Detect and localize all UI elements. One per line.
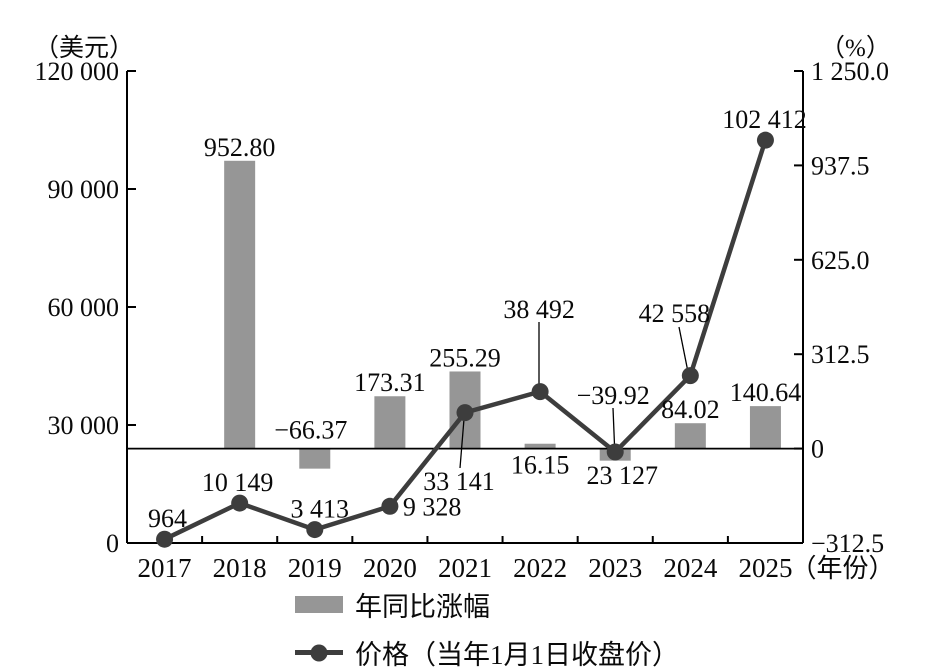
right-axis-tick-label: 937.5 bbox=[811, 151, 870, 180]
point-value-label-2022: 38 492 bbox=[503, 295, 575, 324]
legend-line-label: 价格（当年1月1日收盘价） bbox=[355, 640, 679, 670]
point-value-label-2021: 33 141 bbox=[423, 467, 495, 496]
price-point-2018 bbox=[231, 494, 249, 512]
bar-2018 bbox=[224, 160, 256, 449]
bar-value-label-2020: 173.31 bbox=[354, 368, 426, 397]
left-axis-unit-label: （美元） bbox=[34, 35, 135, 62]
left-axis-tick-label: 90 000 bbox=[48, 175, 120, 204]
right-axis-unit-label: （%） bbox=[820, 35, 891, 62]
price-point-2022 bbox=[531, 383, 549, 401]
bar-2022 bbox=[524, 443, 556, 449]
bar-2019 bbox=[299, 448, 331, 469]
right-axis-tick-label: −312.5 bbox=[811, 529, 884, 558]
bar-value-label-2023: −39.92 bbox=[577, 381, 650, 410]
bar-value-label-2019: −66.37 bbox=[274, 416, 347, 445]
price-point-2020 bbox=[381, 497, 399, 515]
x-axis-label-2022: 2022 bbox=[513, 553, 567, 583]
price-point-2024 bbox=[681, 367, 699, 385]
right-axis-tick-label: 625.0 bbox=[811, 246, 870, 275]
legend-line-swatch bbox=[295, 644, 343, 661]
x-axis-label-2023: 2023 bbox=[588, 553, 642, 583]
point-value-label-2019: 3 413 bbox=[291, 495, 350, 524]
legend-bar-swatch bbox=[295, 596, 343, 613]
point-value-label-2023: 23 127 bbox=[586, 461, 658, 490]
bar-value-label-2018: 952.80 bbox=[204, 133, 276, 162]
bar-label-leader bbox=[612, 407, 616, 446]
bar-2025 bbox=[749, 406, 781, 449]
x-axis-label-2019: 2019 bbox=[288, 553, 342, 583]
left-axis-tick-label: 30 000 bbox=[48, 411, 120, 440]
x-axis-label-2024: 2024 bbox=[663, 553, 718, 583]
price-point-2023 bbox=[606, 443, 624, 461]
x-axis-label-2021: 2021 bbox=[438, 553, 492, 583]
x-axis-suffix-label: （年份） bbox=[790, 554, 894, 583]
point-label-leader bbox=[459, 418, 465, 469]
bar-2024 bbox=[674, 423, 706, 449]
point-value-label-2017: 964 bbox=[148, 504, 187, 533]
point-value-label-2020: 9 328 bbox=[403, 492, 462, 521]
legend-item-price: 价格（当年1月1日收盘价） bbox=[295, 633, 679, 672]
point-label-leader bbox=[678, 326, 689, 373]
x-axis-label-2018: 2018 bbox=[213, 553, 267, 583]
point-value-label-2025: 102 412 bbox=[722, 105, 807, 134]
bar-2020 bbox=[374, 396, 406, 449]
x-axis-label-2020: 2020 bbox=[363, 553, 417, 583]
left-axis-tick-label: 60 000 bbox=[48, 293, 120, 322]
price-point-2019 bbox=[306, 521, 324, 539]
right-axis-tick-label: 1 250.0 bbox=[811, 57, 889, 86]
x-axis-label-2017: 2017 bbox=[138, 553, 192, 583]
point-value-label-2024: 42 558 bbox=[639, 299, 711, 328]
price-point-2025 bbox=[756, 131, 774, 149]
bar-value-label-2024: 84.02 bbox=[661, 395, 720, 424]
legend-item-yoy: 年同比涨幅 bbox=[295, 585, 679, 624]
x-axis-label-2025: 2025 bbox=[738, 553, 792, 583]
price-point-2021 bbox=[456, 404, 474, 422]
right-axis-tick-label: 0 bbox=[811, 435, 824, 464]
bar-value-label-2025: 140.64 bbox=[730, 378, 802, 407]
left-axis-tick-label: 0 bbox=[106, 529, 119, 558]
bar-value-label-2021: 255.29 bbox=[429, 343, 501, 372]
left-axis-tick-label: 120 000 bbox=[35, 57, 120, 86]
right-axis-tick-label: 312.5 bbox=[811, 340, 870, 369]
legend-line-dot-icon bbox=[310, 644, 328, 661]
chart-legend: 年同比涨幅 价格（当年1月1日收盘价） bbox=[295, 585, 679, 672]
bar-value-label-2022: 16.15 bbox=[511, 451, 570, 480]
legend-bar-label: 年同比涨幅 bbox=[355, 592, 490, 622]
point-value-label-2018: 10 149 bbox=[202, 468, 274, 497]
price-point-2017 bbox=[156, 530, 174, 548]
